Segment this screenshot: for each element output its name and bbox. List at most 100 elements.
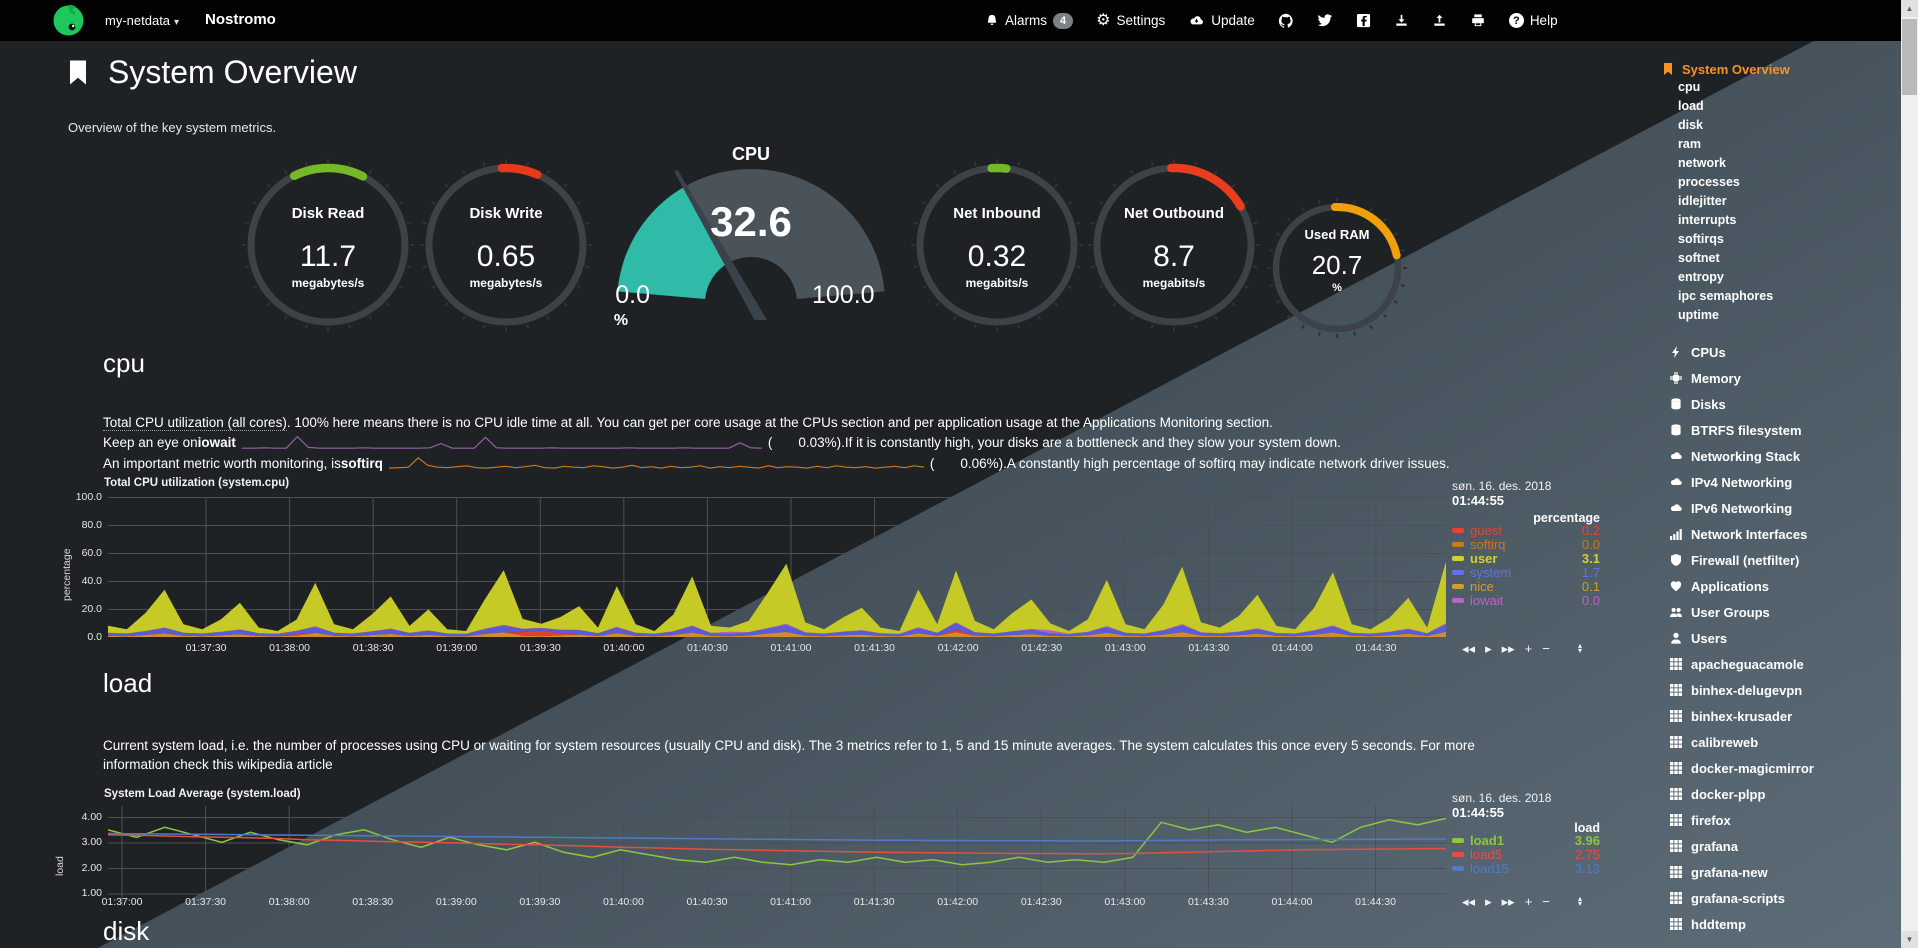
sidebar-item-entropy[interactable]: entropy [1678, 270, 1724, 284]
sidebar-group-users[interactable]: Users [1662, 625, 1900, 651]
sidebar-group-hddtemp[interactable]: hddtemp [1662, 911, 1900, 937]
sidebar-item-softnet[interactable]: softnet [1678, 251, 1720, 265]
zoom-in-icon[interactable]: + [1524, 894, 1533, 909]
sidebar-group-grafana-new[interactable]: grafana-new [1662, 859, 1900, 885]
page-scrollbar[interactable]: ▲ ▼ [1901, 0, 1918, 948]
zoom-in-icon[interactable]: + [1524, 641, 1533, 656]
cpu-legend-nice[interactable]: nice 0.1 [1452, 579, 1600, 594]
iowait-sparkline[interactable] [241, 433, 762, 451]
scroll-up-arrow[interactable]: ▲ [1901, 0, 1918, 17]
legend-label: load5 [1470, 846, 1502, 862]
gauge-net-inbound[interactable]: Net Inbound 0.32 megabits/s [902, 150, 1092, 340]
load-legend-load15[interactable]: load15 3.13 [1452, 861, 1600, 876]
pan-forward-icon[interactable]: ▸▸ [1501, 894, 1515, 909]
sidebar-group-cpus[interactable]: CPUs [1662, 339, 1900, 365]
sidebar-item-idlejitter[interactable]: idlejitter [1678, 194, 1727, 208]
net-outbound-unit: megabits/s [1142, 276, 1206, 290]
grid-icon [1670, 684, 1682, 696]
sidebar-group-docker-plpp[interactable]: docker-plpp [1662, 781, 1900, 807]
sidebar-item-system-overview[interactable]: System Overview [1662, 58, 1900, 80]
cpu-legend-softirq[interactable]: softirq 0.0 [1452, 537, 1600, 552]
facebook-button[interactable] [1356, 13, 1371, 28]
zoom-out-icon[interactable]: − [1542, 894, 1550, 909]
cpu-legend-user[interactable]: user 3.1 [1452, 551, 1600, 566]
scroll-down-arrow[interactable]: ▼ [1901, 931, 1918, 948]
twitter-button[interactable] [1317, 13, 1333, 28]
export-button[interactable] [1432, 13, 1447, 28]
settings-button[interactable]: ⚙ Settings [1096, 11, 1166, 29]
sidebar-item-network[interactable]: network [1678, 156, 1726, 170]
load-chart-resize-handle[interactable]: ▴ ▾ [1578, 894, 1583, 908]
cpu-chart-toolbox: ◂◂ ▸ ▸▸ + − [1462, 641, 1550, 657]
sidebar-group-memory[interactable]: Memory [1662, 365, 1900, 391]
sidebar-group-user-groups[interactable]: User Groups [1662, 599, 1900, 625]
load-chart-plot[interactable] [108, 806, 1446, 906]
gauge-used-ram[interactable]: Used RAM 20.7% [1262, 193, 1412, 343]
load-legend-load5[interactable]: load5 2.75 [1452, 846, 1600, 862]
cpu-chart-resize-handle[interactable]: ▴ ▾ [1578, 641, 1583, 655]
update-button[interactable]: Update [1188, 13, 1255, 28]
disk-write-label: Disk Write [469, 205, 543, 222]
sidebar-group-calibreweb[interactable]: calibreweb [1662, 729, 1900, 755]
sidebar-group-apacheguacamole[interactable]: apacheguacamole [1662, 651, 1900, 677]
sidebar-group-firewall-netfilter-[interactable]: Firewall (netfilter) [1662, 547, 1900, 573]
sidebar-item-load[interactable]: load [1678, 99, 1704, 113]
load-legend-load1[interactable]: load1 3.96 [1452, 833, 1600, 848]
sidebar-item-disk[interactable]: disk [1678, 118, 1704, 132]
cpu-xtick: 01:42:00 [937, 642, 979, 654]
alarms-button[interactable]: Alarms 4 [985, 12, 1074, 29]
sidebar-group-networking-stack[interactable]: Networking Stack [1662, 443, 1900, 469]
sidebar-group-ipv4-networking[interactable]: IPv4 Networking [1662, 469, 1900, 495]
sidebar-group-grafana[interactable]: grafana [1662, 833, 1900, 859]
cpu-desc-line2: Keep an eye on iowait (0.03%). If it is … [103, 433, 1341, 451]
load-xtick: 01:39:00 [435, 896, 477, 908]
sidebar-item-ram[interactable]: ram [1678, 137, 1701, 151]
grid-icon [1670, 918, 1682, 930]
cpu-legend-system[interactable]: system 1.7 [1452, 565, 1600, 580]
sidebar-group-btrfs-filesystem[interactable]: BTRFS filesystem [1662, 417, 1900, 443]
sidebar-item-ipc-semaphores[interactable]: ipc semaphores [1678, 289, 1774, 303]
sidebar-group-firefox[interactable]: firefox [1662, 807, 1900, 833]
host-dropdown[interactable]: my-netdata ▾ [105, 13, 179, 28]
cpu-gauge[interactable] [601, 148, 901, 320]
sidebar-group-disks[interactable]: Disks [1662, 391, 1900, 417]
pan-forward-icon[interactable]: ▸▸ [1501, 641, 1515, 656]
pan-backward-icon[interactable]: ◂◂ [1462, 641, 1476, 656]
sidebar-item-cpu[interactable]: cpu [1678, 80, 1701, 94]
gauge-disk-read[interactable]: Disk Read 11.7 megabytes/s [233, 150, 423, 340]
disk-read-label: Disk Read [291, 205, 365, 222]
gauge-net-outbound[interactable]: Net Outbound 8.7 megabits/s [1079, 150, 1269, 340]
sidebar-group-docker-magicmirror[interactable]: docker-magicmirror [1662, 755, 1900, 781]
sidebar-group-network-interfaces[interactable]: Network Interfaces [1662, 521, 1900, 547]
netdata-logo-icon[interactable] [52, 4, 85, 37]
net-inbound-value: 0.32 [967, 240, 1027, 273]
gauge-disk-write[interactable]: Disk Write 0.65 megabytes/s [411, 150, 601, 340]
softirq-sparkline[interactable] [388, 454, 924, 472]
sidebar-item-interrupts[interactable]: interrupts [1678, 213, 1737, 227]
hostname-title[interactable]: Nostromo [205, 11, 276, 28]
scrollbar-thumb[interactable] [1902, 19, 1917, 95]
cpu-legend-time: 01:44:55 [1452, 493, 1505, 508]
sidebar-group-applications[interactable]: Applications [1662, 573, 1900, 599]
zoom-out-icon[interactable]: − [1542, 641, 1550, 656]
sidebar-group-binhex-krusader[interactable]: binhex-krusader [1662, 703, 1900, 729]
cpu-chart-plot[interactable] [108, 497, 1446, 637]
sidebar-item-uptime[interactable]: uptime [1678, 308, 1719, 322]
grid-icon [1670, 814, 1682, 826]
sidebar-group-binhex-delugevpn[interactable]: binhex-delugevpn [1662, 677, 1900, 703]
load-xtick: 01:38:00 [268, 896, 310, 908]
cpu-legend-guest[interactable]: guest 0.2 [1452, 523, 1600, 538]
sidebar-item-processes[interactable]: processes [1678, 175, 1740, 189]
sidebar-item-softirqs[interactable]: softirqs [1678, 232, 1724, 246]
github-button[interactable] [1278, 13, 1294, 29]
print-button[interactable] [1470, 13, 1486, 28]
help-button[interactable]: ? Help [1508, 13, 1558, 28]
disk-read-unit: megabytes/s [291, 276, 365, 290]
sidebar-group-grafana-scripts[interactable]: grafana-scripts [1662, 885, 1900, 911]
sidebar-group-ipv6-networking[interactable]: IPv6 Networking [1662, 495, 1900, 521]
pan-backward-icon[interactable]: ◂◂ [1462, 894, 1476, 909]
import-button[interactable] [1394, 13, 1409, 28]
cpu-legend-iowait[interactable]: iowait 0.0 [1452, 593, 1600, 608]
play-icon[interactable]: ▸ [1485, 894, 1492, 909]
play-icon[interactable]: ▸ [1485, 641, 1492, 656]
